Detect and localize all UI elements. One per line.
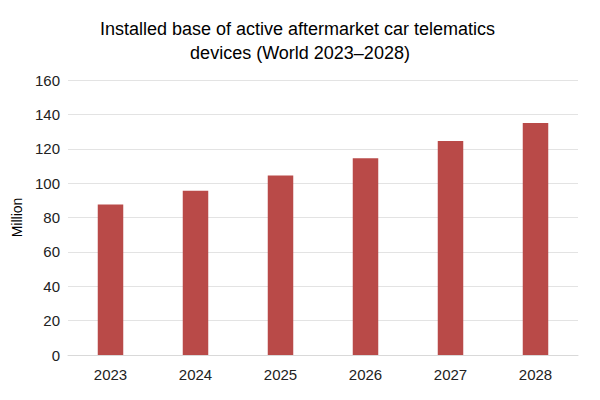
svg-text:2024: 2024 (179, 366, 212, 383)
svg-text:2028: 2028 (519, 366, 552, 383)
svg-text:20: 20 (43, 312, 60, 329)
svg-text:devices (World 2023–2028): devices (World 2023–2028) (190, 43, 410, 63)
svg-text:2023: 2023 (94, 366, 127, 383)
svg-text:0: 0 (52, 347, 60, 364)
svg-text:2025: 2025 (264, 366, 297, 383)
svg-text:Installed base of active after: Installed base of active aftermarket car… (100, 19, 500, 39)
svg-text:160: 160 (35, 72, 60, 89)
svg-text:140: 140 (35, 106, 60, 123)
svg-text:40: 40 (43, 278, 60, 295)
svg-text:2027: 2027 (434, 366, 467, 383)
svg-text:120: 120 (35, 140, 60, 157)
svg-text:80: 80 (43, 209, 60, 226)
svg-text:2026: 2026 (349, 366, 382, 383)
svg-text:Million: Million (9, 198, 25, 238)
svg-text:100: 100 (35, 175, 60, 192)
svg-text:60: 60 (43, 243, 60, 260)
